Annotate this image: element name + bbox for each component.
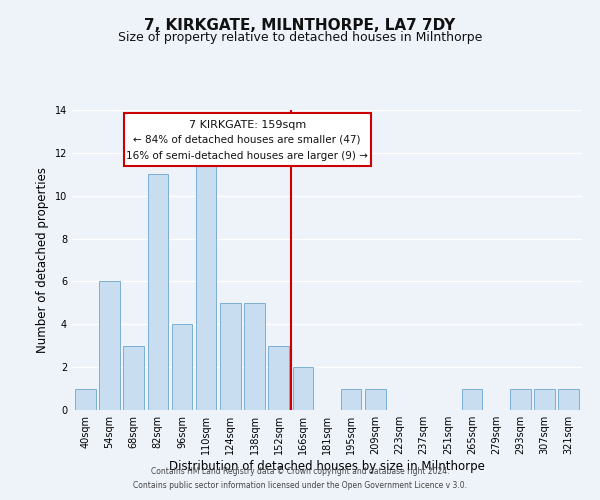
Bar <box>365 388 386 410</box>
Bar <box>534 388 555 410</box>
Bar <box>341 388 361 410</box>
Y-axis label: Number of detached properties: Number of detached properties <box>36 167 49 353</box>
Bar <box>172 324 192 410</box>
Bar <box>124 346 144 410</box>
Text: ← 84% of detached houses are smaller (47): ← 84% of detached houses are smaller (47… <box>133 134 361 144</box>
Bar <box>99 282 120 410</box>
Bar <box>148 174 168 410</box>
Bar <box>268 346 289 410</box>
Bar <box>462 388 482 410</box>
Bar <box>124 113 371 166</box>
Text: Contains HM Land Registry data © Crown copyright and database right 2024.: Contains HM Land Registry data © Crown c… <box>151 467 449 476</box>
Bar <box>220 303 241 410</box>
Text: 7 KIRKGATE: 159sqm: 7 KIRKGATE: 159sqm <box>188 120 306 130</box>
Text: 7, KIRKGATE, MILNTHORPE, LA7 7DY: 7, KIRKGATE, MILNTHORPE, LA7 7DY <box>145 18 455 32</box>
Text: 16% of semi-detached houses are larger (9) →: 16% of semi-detached houses are larger (… <box>126 150 368 160</box>
Bar <box>510 388 530 410</box>
Bar <box>196 153 217 410</box>
Text: Contains public sector information licensed under the Open Government Licence v : Contains public sector information licen… <box>133 481 467 490</box>
Bar <box>559 388 579 410</box>
X-axis label: Distribution of detached houses by size in Milnthorpe: Distribution of detached houses by size … <box>169 460 485 473</box>
Bar <box>75 388 95 410</box>
Bar <box>293 367 313 410</box>
Text: Size of property relative to detached houses in Milnthorpe: Size of property relative to detached ho… <box>118 31 482 44</box>
Bar <box>244 303 265 410</box>
